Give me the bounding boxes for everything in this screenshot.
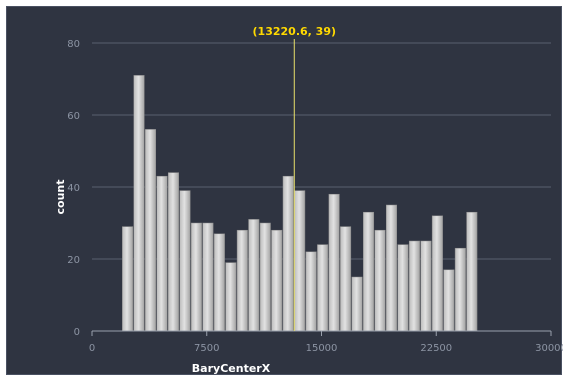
histogram-bar — [466, 211, 478, 332]
histogram-bar — [317, 244, 329, 332]
histogram-bar — [431, 215, 443, 332]
histogram-bar — [156, 175, 168, 332]
histogram-bar — [305, 251, 317, 332]
cursor-value-label: (13220.6, 39) — [253, 25, 336, 38]
x-tick-label: 0 — [89, 343, 95, 354]
histogram-bar — [363, 211, 375, 332]
cursor: (13220.6, 39) — [253, 25, 336, 331]
histogram-bar — [190, 222, 202, 332]
histogram-bar — [259, 222, 271, 332]
histogram-bar — [271, 229, 283, 332]
histogram-bar — [236, 229, 248, 332]
histogram-bar — [454, 247, 466, 332]
histogram-bar — [225, 262, 237, 332]
histogram-bar — [294, 190, 306, 332]
y-tick-label: 0 — [74, 327, 80, 338]
x-axis-label: BaryCenterX — [192, 362, 271, 375]
y-tick-label: 60 — [67, 111, 80, 122]
x-tick-label: 22500 — [420, 343, 452, 354]
bars — [122, 75, 478, 332]
histogram-chart[interactable]: 0 20 40 60 80 0 7500 15000 22500 30000 (13220.6, … — [7, 7, 563, 376]
histogram-bar — [179, 190, 191, 332]
histogram-bar — [213, 233, 225, 332]
histogram-bar — [328, 193, 340, 332]
histogram-bar — [420, 240, 432, 332]
y-tick-label: 20 — [67, 255, 80, 266]
histogram-bar — [167, 172, 179, 332]
histogram-bar — [340, 226, 352, 332]
histogram-bar — [133, 75, 145, 332]
axes: 0 20 40 60 80 0 7500 15000 22500 30000 — [67, 39, 563, 354]
histogram-bar — [443, 269, 455, 332]
histogram-bar — [351, 276, 363, 332]
histogram-bar — [248, 219, 260, 332]
x-tick-label: 7500 — [194, 343, 219, 354]
histogram-bar — [408, 240, 420, 332]
y-tick-label: 80 — [67, 39, 80, 50]
histogram-bar — [122, 226, 134, 332]
x-tick-label: 30000 — [535, 343, 563, 354]
histogram-bar — [145, 129, 157, 332]
y-axis-label: count — [54, 180, 67, 215]
histogram-bar — [397, 244, 409, 332]
histogram-bar — [386, 204, 397, 332]
chart-panel: 0 20 40 60 80 0 7500 15000 22500 30000 (13220.6, … — [6, 6, 563, 376]
histogram-bar — [202, 222, 214, 332]
histogram-bar — [374, 229, 386, 332]
y-tick-label: 40 — [67, 183, 80, 194]
histogram-bar — [282, 175, 294, 332]
x-tick-label: 15000 — [306, 343, 338, 354]
